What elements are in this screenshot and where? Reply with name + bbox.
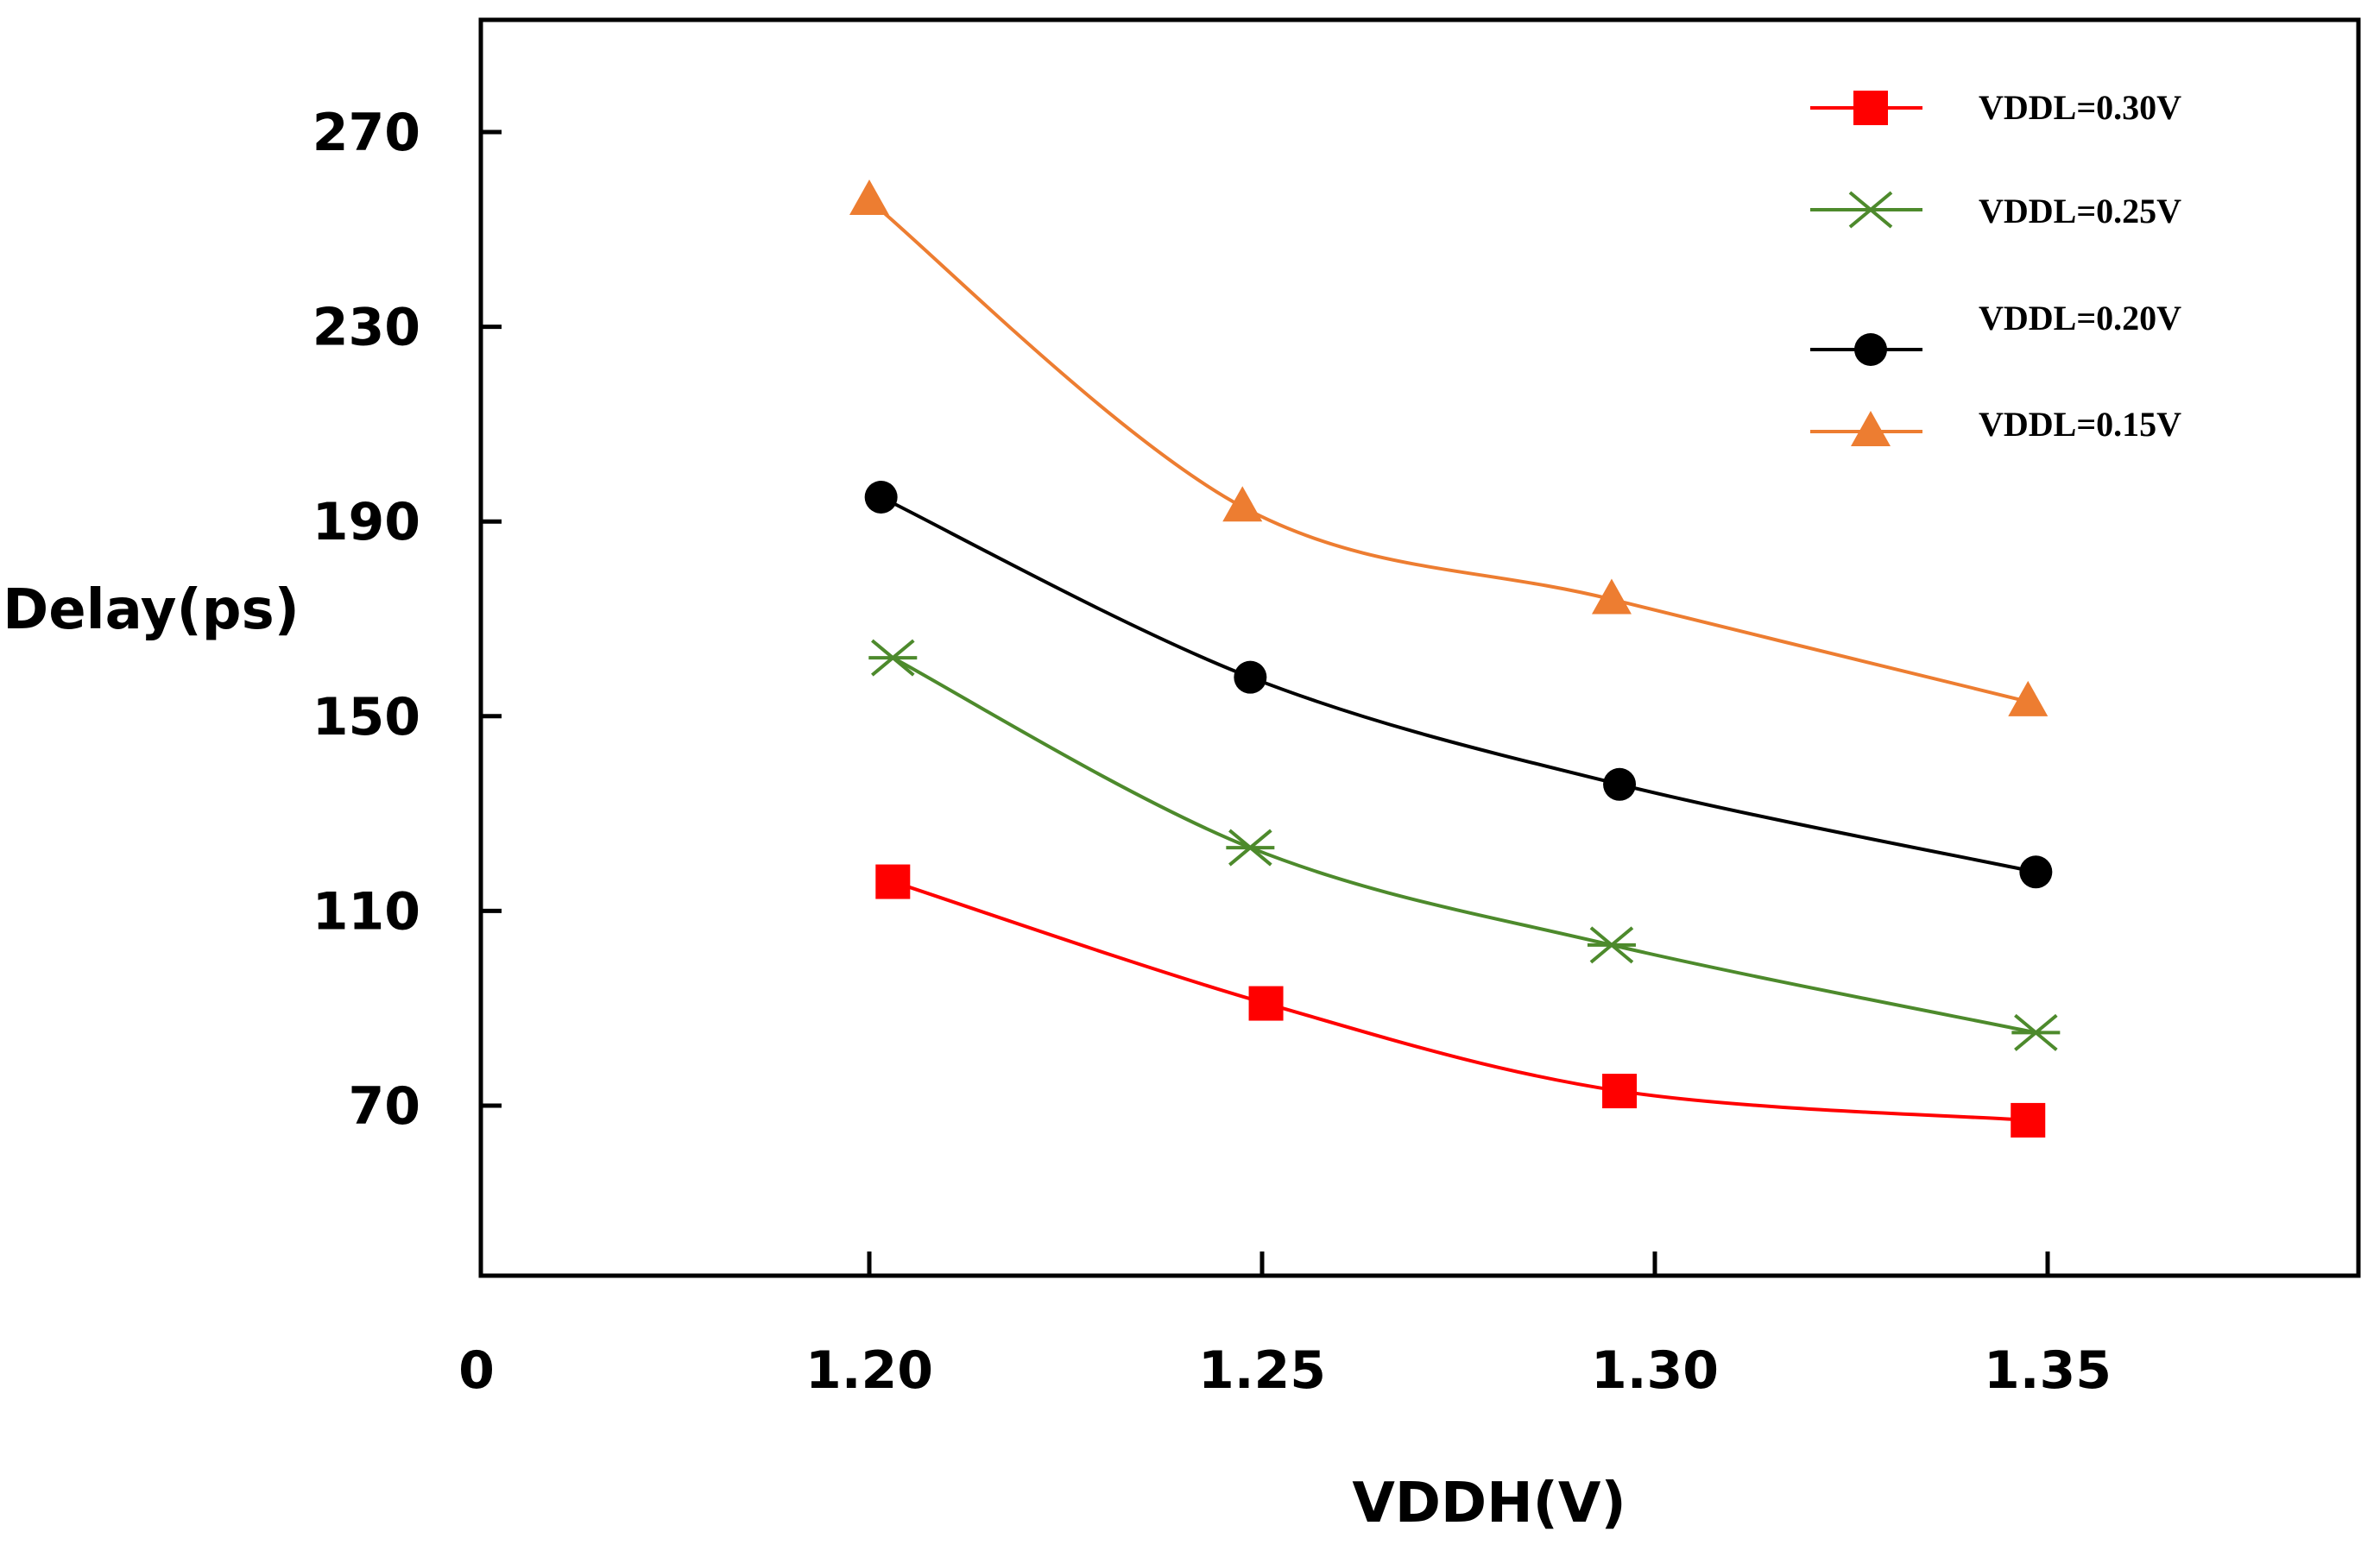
data-point-1-2	[1587, 926, 1636, 964]
legend-marker-3	[1851, 411, 1891, 446]
x-axis-ticks: 1.20 1.25 1.30 1.35	[805, 1252, 2112, 1401]
x-axis-title: VDDH(V)	[1352, 1472, 1626, 1535]
y-tick-label-190: 190	[312, 492, 420, 552]
series-layer	[849, 179, 2061, 1138]
y-axis-ticks: 70 110 150 190 230 270	[312, 103, 502, 1137]
data-point-1-1	[1226, 829, 1275, 867]
legend-marker-0	[1853, 91, 1888, 125]
data-point-3-2	[1591, 578, 1632, 615]
legend-label-1: VDDL=0.25V	[1979, 192, 2181, 230]
y-tick-label-110: 110	[312, 881, 420, 942]
y-tick-label-230: 230	[312, 298, 420, 358]
x-tick-label-1.25: 1.25	[1198, 1340, 1326, 1401]
x-tick-label-1.35: 1.35	[1984, 1340, 2112, 1401]
y-tick-label-70: 70	[349, 1076, 421, 1137]
data-point-0-0	[875, 864, 911, 899]
legend-label-3: VDDL=0.15V	[1979, 405, 2181, 444]
legend-label-0: VDDL=0.30V	[1979, 88, 2181, 127]
data-point-3-0	[849, 179, 889, 215]
y-axis-title: Delay(ps)	[3, 578, 300, 642]
data-point-0-3	[2011, 1102, 2046, 1138]
x-tick-label-1.20: 1.20	[805, 1340, 933, 1401]
data-point-3-1	[1222, 486, 1263, 522]
y-tick-label-150: 150	[312, 687, 420, 747]
series-line-0	[892, 880, 2029, 1122]
data-point-1-3	[2011, 1013, 2061, 1051]
plot-frame	[478, 17, 2361, 1278]
legend-marker-1	[1847, 191, 1895, 229]
legend-label-2: VDDL=0.20V	[1979, 299, 2181, 337]
series-line-1	[892, 656, 2036, 1035]
data-point-2-2	[1603, 767, 1637, 801]
data-point-2-1	[1234, 660, 1267, 694]
data-point-1-0	[868, 639, 918, 677]
data-point-0-1	[1248, 986, 1284, 1021]
series-line-3	[868, 199, 2029, 703]
x-tick-label-1.30: 1.30	[1591, 1340, 1719, 1401]
data-point-0-2	[1602, 1074, 1638, 1109]
legend-marker-2	[1854, 333, 1887, 366]
data-point-2-3	[2019, 855, 2053, 889]
x-origin-label: 0	[458, 1340, 495, 1401]
data-point-3-3	[2008, 680, 2049, 716]
data-point-2-0	[864, 481, 898, 514]
legend: VDDL=0.30V VDDL=0.25V VDDL=0.20V VDDL=0.15V	[1810, 88, 2181, 446]
series-line-2	[880, 495, 2036, 874]
y-tick-label-270: 270	[312, 103, 420, 163]
